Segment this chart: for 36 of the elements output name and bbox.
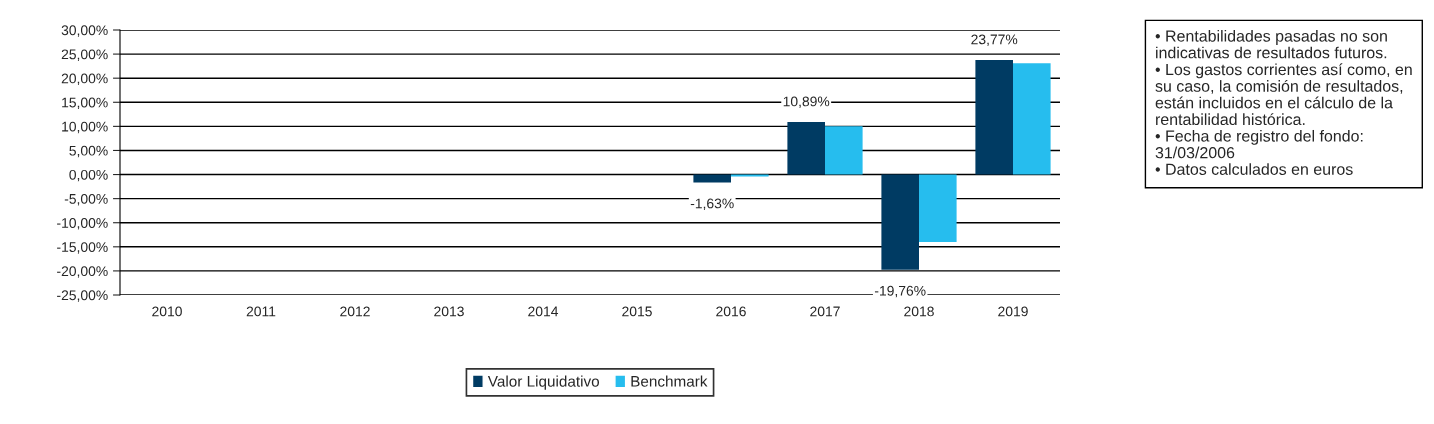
y-tick-label: 20,00% bbox=[61, 73, 108, 85]
y-tick-label: 5,00% bbox=[69, 145, 108, 158]
data-label: 10,89% bbox=[783, 96, 830, 108]
bar bbox=[975, 60, 1013, 175]
y-tick-label: 15,00% bbox=[62, 97, 108, 110]
y-tick-label: -15,00% bbox=[57, 242, 108, 254]
x-tick-label: 2014 bbox=[528, 306, 559, 317]
y-tick-label: 25,00% bbox=[61, 49, 108, 61]
x-tick-label: 2015 bbox=[622, 306, 652, 317]
y-tick-label: 10,00% bbox=[62, 121, 108, 134]
bar bbox=[825, 126, 863, 175]
bar bbox=[693, 174, 731, 183]
x-tick-label: 2011 bbox=[246, 306, 276, 317]
bar bbox=[881, 174, 919, 270]
bar bbox=[1013, 63, 1051, 175]
bar bbox=[919, 174, 957, 242]
x-tick-label: 2017 bbox=[810, 306, 840, 317]
y-tick-label: -5,00% bbox=[64, 193, 108, 206]
x-tick-label: 2012 bbox=[340, 306, 370, 317]
x-tick-label: 2013 bbox=[434, 306, 464, 317]
x-tick-label: 2018 bbox=[904, 306, 934, 317]
y-tick-label: -25,00% bbox=[57, 290, 108, 302]
y-tick-label: 30,00% bbox=[61, 25, 108, 37]
legend-label: Valor Liquidativo bbox=[487, 375, 600, 390]
data-label: -19,76% bbox=[874, 285, 926, 298]
y-tick-label: -20,00% bbox=[57, 266, 108, 278]
text: • Rentabilidades pasadas no son indicativas de resultados futuros. • Los gastos corrientes así como, en su caso, la comisión de resultados, están incluidos en el cálculo de la rentabilidad histórica. • Fecha de registro del fondo: 31/03/2006 • Datos calculados en euros bbox=[1155, 30, 1412, 175]
x-tick-label: 2019 bbox=[998, 306, 1028, 317]
bar bbox=[787, 122, 825, 175]
x-tick-label: 2016 bbox=[716, 306, 746, 317]
data-label: -1,63% bbox=[690, 198, 734, 210]
y-tick-label: 0,00% bbox=[69, 169, 108, 182]
x-tick-label: 2010 bbox=[152, 306, 182, 317]
legend-label: Benchmark bbox=[631, 375, 708, 387]
y-tick-label: -10,00% bbox=[57, 218, 108, 230]
data-label: 23,77% bbox=[971, 34, 1018, 46]
